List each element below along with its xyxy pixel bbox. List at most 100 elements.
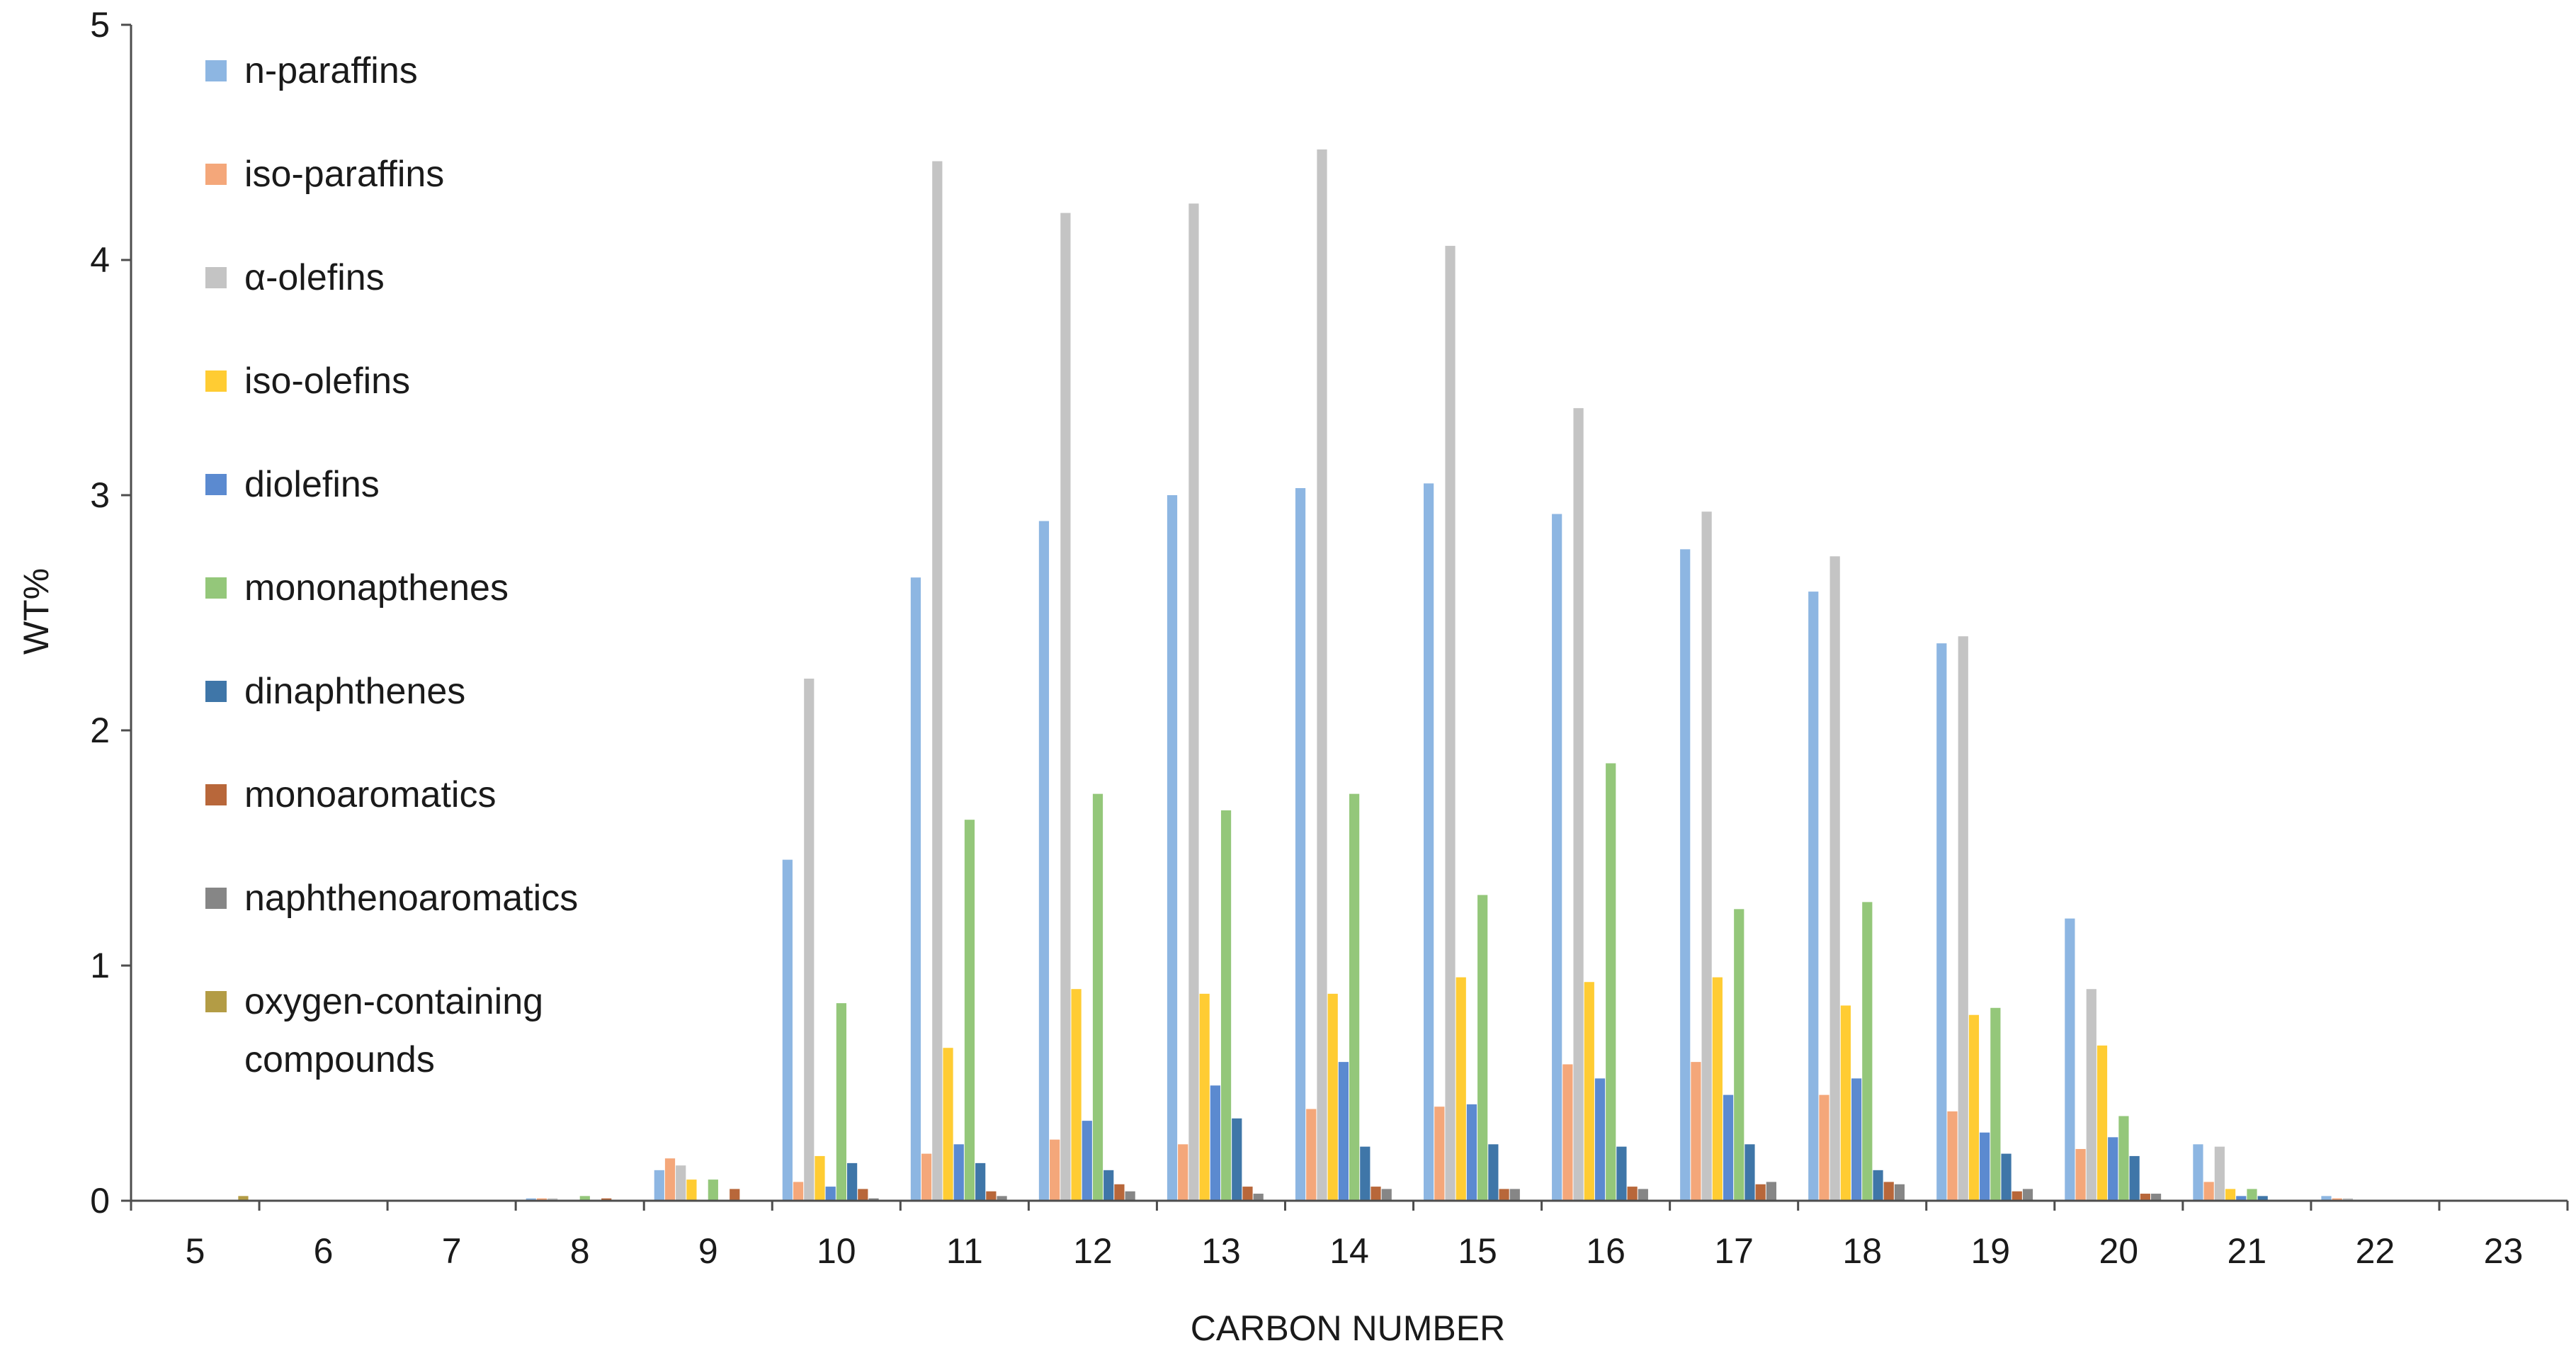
bar-diolefins [1338, 1062, 1349, 1201]
bar-mononapthenes [708, 1179, 718, 1201]
legend-label: iso-olefins [244, 361, 410, 402]
bar-monoaromatics [1755, 1184, 1766, 1201]
bar-monoaromatics [2012, 1191, 2022, 1201]
bar-naphthenoaromatics [1125, 1191, 1135, 1201]
y-tick-label: 5 [90, 5, 110, 45]
bar-monoaromatics [1627, 1187, 1638, 1201]
bar--olefins [2342, 1198, 2354, 1201]
legend-swatch [205, 577, 227, 599]
bar-dinaphthenes [1103, 1170, 1114, 1201]
legend-swatch [205, 991, 227, 1012]
bar-mononapthenes [1477, 895, 1488, 1201]
x-tick-label: 22 [2356, 1231, 2395, 1271]
x-tick-label: 23 [2484, 1231, 2524, 1271]
bar-n-paraffins [1424, 483, 1434, 1201]
bar-dinaphthenes [1232, 1118, 1242, 1201]
bar--olefins [1701, 511, 1712, 1201]
bar-iso-olefins [1199, 993, 1210, 1201]
bar-iso-paraffins [2075, 1148, 2086, 1201]
x-tick-label: 10 [817, 1231, 856, 1271]
bar-dinaphthenes [1360, 1146, 1371, 1201]
bar-dinaphthenes [975, 1162, 986, 1201]
bar-iso-paraffins [793, 1182, 804, 1201]
bar-iso-olefins [1071, 989, 1082, 1201]
bar-n-paraffins [2321, 1196, 2332, 1201]
bar-diolefins [1723, 1094, 1734, 1201]
x-tick-label: 5 [186, 1231, 205, 1271]
bar-diolefins [1851, 1078, 1862, 1201]
x-tick-label: 7 [442, 1231, 462, 1271]
bar-mononapthenes [2118, 1116, 2129, 1201]
axes-layer [130, 25, 2568, 1202]
legend-swatch [205, 888, 227, 909]
bar-dinaphthenes [846, 1162, 858, 1201]
bar-naphthenoaromatics [1381, 1189, 1392, 1201]
x-tick-label: 12 [1073, 1231, 1113, 1271]
bar-monoaromatics [1883, 1182, 1894, 1201]
bar-iso-paraffins [2203, 1182, 2214, 1201]
bar-iso-paraffins [1947, 1111, 1958, 1201]
bar-mononapthenes [1220, 810, 1232, 1201]
bar-monoaromatics [601, 1198, 612, 1201]
legend: n-paraffins iso-paraffins α-olefins iso-ole… [205, 50, 578, 1080]
bar-diolefins [953, 1144, 964, 1201]
bar-iso-olefins [943, 1048, 953, 1201]
bar-dinaphthenes [1873, 1170, 1883, 1201]
bar-iso-olefins [1840, 1005, 1851, 1201]
bar--olefins [547, 1198, 558, 1201]
bar-diolefins [2108, 1137, 2118, 1201]
bar-n-paraffins [2065, 918, 2075, 1201]
x-tick-label: 9 [698, 1231, 718, 1271]
bar-monoaromatics [730, 1189, 740, 1201]
x-tick-label: 16 [1586, 1231, 1625, 1271]
bar-mononapthenes [579, 1196, 590, 1201]
bar-naphthenoaromatics [868, 1198, 879, 1201]
bar-naphthenoaromatics [1509, 1189, 1520, 1201]
bar-naphthenoaromatics [2150, 1194, 2162, 1201]
bar-iso-paraffins [1562, 1064, 1573, 1201]
bar--olefins [1060, 213, 1071, 1201]
bar-n-paraffins [2193, 1144, 2203, 1201]
bar-mononapthenes [1990, 1007, 2001, 1201]
bar-mononapthenes [1606, 763, 1616, 1201]
bar-iso-paraffins [1178, 1144, 1188, 1201]
y-tick-label: 1 [90, 946, 110, 985]
bar-oxygen-containing-compounds [238, 1196, 249, 1201]
bar-n-paraffins [654, 1170, 664, 1201]
legend-swatch [205, 474, 227, 495]
bar-iso-olefins [1456, 977, 1466, 1201]
bar-iso-olefins [2225, 1189, 2236, 1201]
bar-iso-olefins [1327, 993, 1338, 1201]
bar-mononapthenes [1862, 902, 1873, 1201]
bar-naphthenoaromatics [1253, 1194, 1264, 1201]
legend-label: oxygen-containing compounds [244, 981, 543, 1080]
bar-mononapthenes [836, 1003, 846, 1201]
bar-mononapthenes [1349, 793, 1360, 1201]
bar-diolefins [825, 1187, 836, 1201]
bar--olefins [932, 161, 943, 1201]
bar-monoaromatics [858, 1189, 868, 1201]
x-tick-label: 6 [314, 1231, 334, 1271]
bar-n-paraffins [1167, 495, 1178, 1201]
bar-n-paraffins [910, 577, 921, 1201]
bar-iso-paraffins [1691, 1062, 1701, 1201]
bar-iso-olefins [815, 1155, 825, 1201]
legend-label: iso-paraffins [244, 154, 444, 195]
bar-monoaromatics [1242, 1187, 1253, 1201]
bar--olefins [2086, 989, 2096, 1201]
bar-n-paraffins [1038, 521, 1050, 1201]
x-axis-title: CARBON NUMBER [1191, 1308, 1505, 1348]
legend-label: mononapthenes [244, 567, 509, 609]
legend-swatch [205, 267, 227, 288]
bar-iso-paraffins [536, 1198, 547, 1201]
legend-label: monoaromatics [244, 774, 496, 815]
bar-mononapthenes [964, 820, 975, 1201]
y-tick-label: 3 [90, 475, 110, 515]
bar-diolefins [1980, 1132, 1990, 1201]
bar--olefins [1445, 246, 1456, 1201]
y-tick-label: 2 [90, 711, 110, 750]
bar-naphthenoaromatics [1638, 1189, 1648, 1201]
bar-n-paraffins [1295, 488, 1306, 1201]
bar-mononapthenes [2247, 1189, 2257, 1201]
